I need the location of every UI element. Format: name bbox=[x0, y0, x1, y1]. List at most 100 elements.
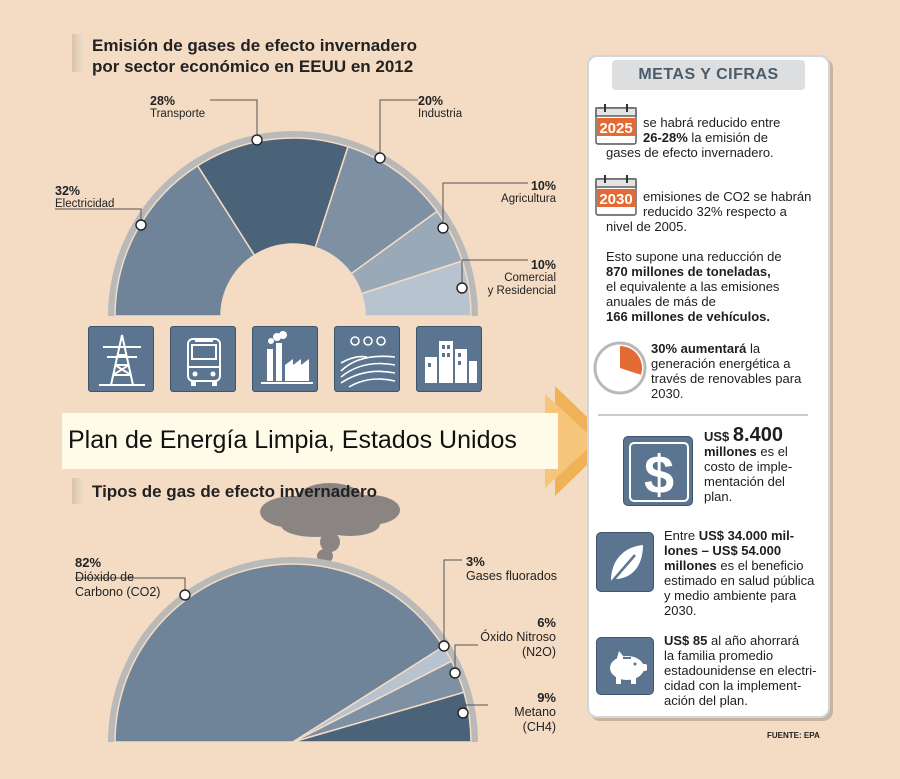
gas-leader-2 bbox=[454, 644, 478, 673]
name-agricultura: Agricultura bbox=[501, 193, 556, 205]
calendar-2030-year: 2030 bbox=[599, 191, 632, 208]
banner-background bbox=[62, 413, 558, 469]
benefit-5: y medio ambiente para bbox=[664, 588, 797, 603]
pct-transporte: 28% bbox=[150, 94, 176, 108]
benefit-6: 2030. bbox=[664, 603, 697, 618]
name-ch4-1: Metano bbox=[514, 705, 556, 719]
sector-anchor-4 bbox=[456, 282, 468, 294]
sector-anchor-3 bbox=[437, 222, 449, 234]
pct-agricultura: 10% bbox=[530, 179, 556, 193]
goal-2030-a: emisiones de CO2 se habrán bbox=[643, 189, 812, 204]
savings-5: ación del plan. bbox=[664, 693, 748, 708]
benefit-text: Entre US$ 34.000 mil- lones – US$ 54.000… bbox=[664, 528, 824, 618]
sector-chart-title: Emisión de gases de efecto invernadero p… bbox=[92, 35, 417, 77]
pct-industria: 20% bbox=[418, 94, 444, 108]
gas-anchor-0 bbox=[179, 589, 191, 601]
dollar-icon: $ bbox=[623, 436, 693, 506]
label-transporte: 28% Transporte bbox=[150, 95, 205, 121]
reduction-1: Esto supone una reducción de bbox=[606, 249, 782, 264]
name-fluorados: Gases fluorados bbox=[466, 569, 558, 583]
renew-4: 2030. bbox=[651, 386, 684, 401]
bus-icon bbox=[170, 326, 236, 392]
pct-comercial: 10% bbox=[530, 258, 556, 272]
gas-half-pie bbox=[100, 557, 500, 779]
sector-title-line1: Emisión de gases de efecto invernadero bbox=[92, 36, 418, 55]
goal-2030-b: reducido 32% respecto a bbox=[643, 204, 787, 219]
goal-2030-line-c: nivel de 2005. bbox=[606, 219, 687, 234]
cost-bold: millones bbox=[704, 444, 757, 459]
reduction-4: anuales de más de bbox=[606, 294, 716, 309]
label-industria: 20% Industria bbox=[418, 95, 462, 121]
sector-donut bbox=[108, 131, 478, 317]
sector-slice-4 bbox=[360, 260, 472, 317]
reduction-3: el equivalente a las emisiones bbox=[606, 279, 780, 294]
calendar-2025-year: 2025 bbox=[599, 120, 632, 137]
title-accent-bar bbox=[72, 34, 84, 72]
sector-slice-1 bbox=[196, 137, 349, 257]
name-electricidad: Electricidad bbox=[55, 198, 115, 210]
piggy-bank-icon bbox=[596, 637, 654, 695]
goal-2025-bold: 26-28% bbox=[643, 130, 688, 145]
benefit-3: es el beneficio bbox=[716, 558, 804, 573]
name-co2-2: Carbono (CO2) bbox=[75, 585, 161, 599]
savings-3: estadounidense en electri- bbox=[664, 663, 817, 678]
name-transporte: Transporte bbox=[150, 108, 206, 120]
sector-anchor-2 bbox=[374, 152, 386, 164]
cost-2: es el bbox=[756, 444, 788, 459]
gas-baseline-mask bbox=[100, 742, 500, 779]
sector-leader-lines bbox=[55, 99, 528, 294]
goal-2025-b: 26-28% la emisión de bbox=[643, 130, 823, 145]
reduction-text: Esto supone una reducción de 870 millone… bbox=[606, 249, 821, 324]
gas-anchor-2 bbox=[449, 667, 461, 679]
renew-bold: 30% aumentará bbox=[651, 341, 747, 356]
sector-title-line2: por sector económico en EEUU en 2012 bbox=[92, 57, 414, 76]
cost-amount: 8.400 bbox=[732, 424, 783, 446]
cost-3: costo de imple- bbox=[704, 459, 793, 474]
name-comercial-2: y Residencial bbox=[487, 285, 556, 297]
savings-2: la familia promedio bbox=[664, 648, 774, 663]
svg-text:$: $ bbox=[644, 445, 674, 505]
label-comercial: 10% Comercial y Residencial bbox=[468, 259, 556, 298]
renew-3: través de renovables para bbox=[651, 371, 802, 386]
factory-icon bbox=[252, 326, 318, 392]
cost-prefix: US$ bbox=[704, 429, 733, 444]
panel-divider bbox=[598, 414, 808, 416]
benefit-3b: millones bbox=[664, 558, 717, 573]
goal-2025-b-text: la emisión de bbox=[687, 130, 769, 145]
gas-anchor-3 bbox=[457, 707, 469, 719]
sector-slice-0 bbox=[114, 164, 256, 317]
benefit-1b: US$ 34.000 mil- bbox=[698, 528, 795, 543]
goal-2025-a: se habrá reducido entre bbox=[643, 115, 781, 130]
label-n2o: 6% Óxido Nitroso (N2O) bbox=[458, 615, 556, 660]
label-agricultura: 10% Agricultura bbox=[478, 180, 556, 206]
farm-field-icon bbox=[334, 326, 400, 392]
benefit-2: lones – US$ 54.000 bbox=[664, 543, 782, 558]
label-ch4: 9% Metano (CH4) bbox=[478, 690, 556, 735]
pct-ch4: 9% bbox=[537, 690, 556, 705]
benefit-4: estimado en salud pública bbox=[664, 573, 815, 588]
cost-5: plan. bbox=[704, 489, 733, 504]
savings-bold: US$ 85 bbox=[664, 633, 708, 648]
name-co2-1: Dióxido de bbox=[75, 570, 135, 584]
gas-slice-0 bbox=[114, 563, 445, 743]
buildings-icon bbox=[416, 326, 482, 392]
name-industria: Industria bbox=[418, 108, 463, 120]
savings-text: US$ 85 al año ahorrará la familia promed… bbox=[664, 633, 826, 708]
pct-n2o: 6% bbox=[537, 615, 556, 630]
title-accent-bar-2 bbox=[72, 478, 84, 504]
name-n2o-1: Óxido Nitroso bbox=[480, 630, 556, 644]
panel-header: METAS Y CIFRAS bbox=[612, 60, 805, 90]
sector-leader-4 bbox=[461, 259, 528, 288]
sector-anchor-1 bbox=[251, 134, 263, 146]
leaf-icon bbox=[596, 532, 654, 592]
sector-leader-2 bbox=[379, 99, 418, 158]
goal-2030-text: emisiones de CO2 se habrán reducido 32% … bbox=[643, 189, 823, 219]
sector-leader-1 bbox=[210, 99, 258, 140]
label-fluorados: 3% Gases fluorados bbox=[466, 554, 557, 584]
name-comercial-1: Comercial bbox=[504, 272, 556, 284]
sector-anchor-0 bbox=[135, 219, 147, 231]
sector-leader-3 bbox=[442, 182, 528, 228]
renew-2: generación energética a bbox=[651, 356, 791, 371]
cost-4: mentación del bbox=[704, 474, 785, 489]
power-tower-icon bbox=[88, 326, 154, 392]
